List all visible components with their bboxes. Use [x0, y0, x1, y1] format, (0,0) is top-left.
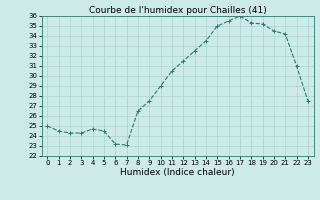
Title: Courbe de l'humidex pour Chailles (41): Courbe de l'humidex pour Chailles (41) — [89, 6, 267, 15]
X-axis label: Humidex (Indice chaleur): Humidex (Indice chaleur) — [120, 168, 235, 177]
